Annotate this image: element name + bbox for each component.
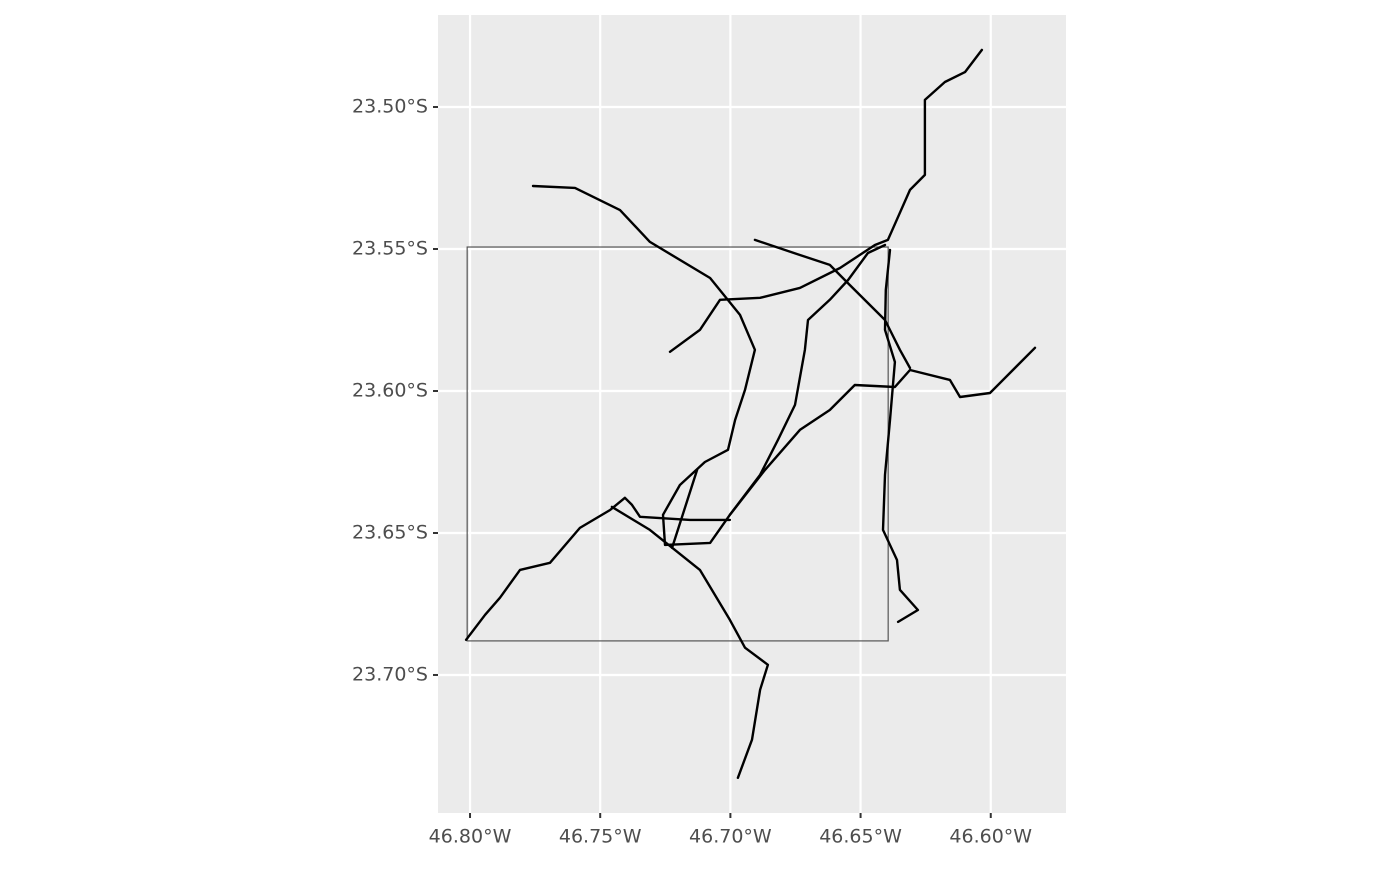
route-line: [881, 248, 920, 624]
y-tick-label: 23.70°S: [352, 663, 428, 685]
y-tick-label: 23.65°S: [352, 521, 428, 543]
route-line: [728, 243, 887, 516]
y-tick-label: 23.50°S: [352, 96, 428, 118]
y-tick-label: 23.55°S: [352, 238, 428, 260]
route-line: [668, 48, 984, 353]
x-tick-label: 46.65°W: [819, 826, 902, 848]
route-line: [464, 496, 732, 641]
x-tick-label: 46.60°W: [949, 826, 1032, 848]
x-tick-label: 46.70°W: [689, 826, 772, 848]
x-tick-label: 46.75°W: [559, 826, 642, 848]
route-line: [753, 238, 912, 370]
x-tick-label: 46.80°W: [429, 826, 512, 848]
y-tick-label: 23.60°S: [352, 379, 428, 401]
route-line: [670, 468, 699, 549]
route-line: [610, 505, 770, 779]
panel-background: [438, 15, 1066, 813]
route-line: [531, 184, 1037, 547]
